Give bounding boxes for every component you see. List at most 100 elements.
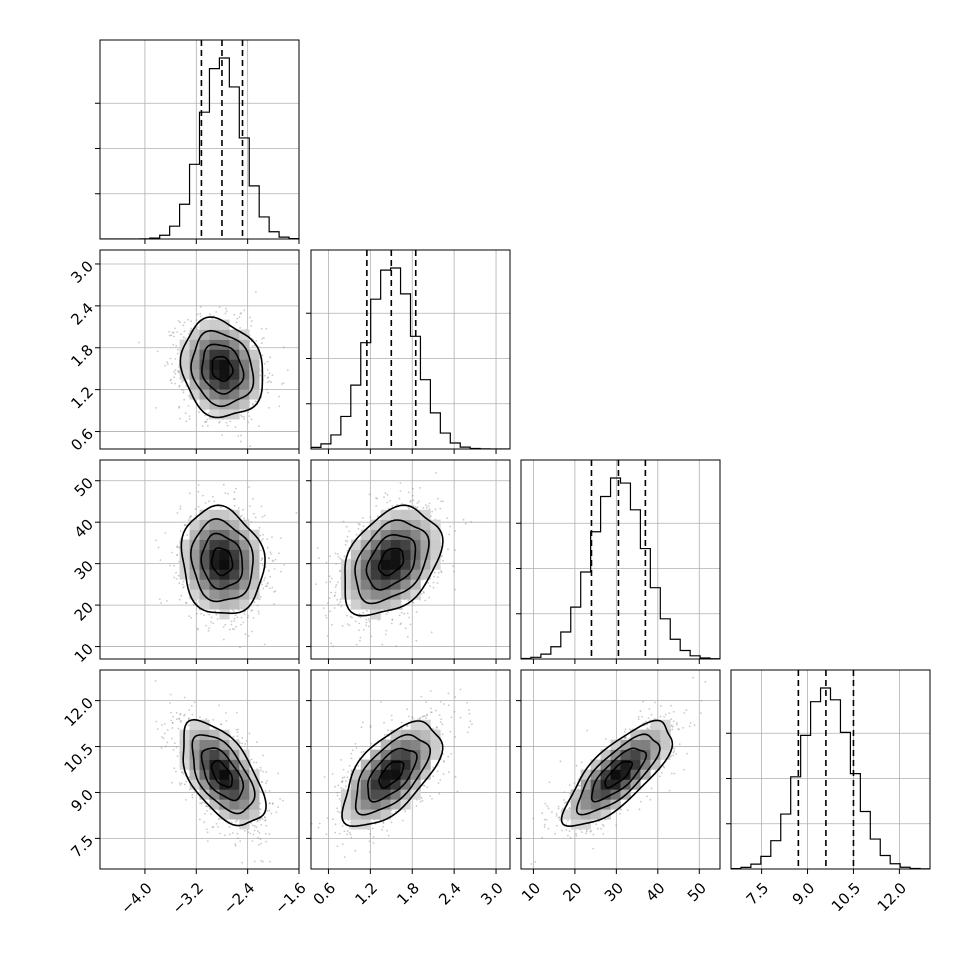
- sample-point: [179, 417, 182, 420]
- sample-point: [266, 779, 268, 782]
- sample-point: [254, 516, 257, 519]
- sample-point: [434, 571, 436, 574]
- density-cell: [640, 739, 651, 750]
- sample-point: [355, 643, 358, 646]
- sample-point: [208, 500, 210, 503]
- density-cell: [560, 809, 572, 820]
- sample-point: [368, 851, 371, 853]
- sample-point: [672, 710, 675, 713]
- sample-point: [624, 736, 627, 739]
- sample-point: [165, 745, 167, 748]
- sample-point: [659, 705, 662, 707]
- sample-point: [434, 709, 437, 712]
- sample-point: [368, 493, 371, 496]
- sample-point: [233, 505, 236, 507]
- sample-point: [339, 570, 342, 573]
- sample-point: [178, 717, 181, 720]
- sample-point: [412, 499, 415, 501]
- density-cell: [199, 539, 210, 550]
- sample-point: [183, 783, 186, 786]
- sample-point: [204, 409, 206, 411]
- density-cell: [390, 599, 401, 610]
- sample-point: [383, 721, 385, 724]
- density-cell: [179, 359, 190, 370]
- x-tick-label: 1.8: [393, 879, 423, 909]
- sample-point: [273, 603, 275, 605]
- sample-point: [178, 384, 181, 387]
- sample-point: [179, 530, 182, 532]
- sample-point: [604, 738, 607, 740]
- sample-point: [247, 411, 250, 414]
- sample-point: [653, 718, 656, 720]
- sample-point: [390, 622, 393, 625]
- sample-point: [212, 825, 215, 828]
- density-cell: [199, 789, 210, 800]
- density-cell: [360, 789, 371, 800]
- sample-point: [362, 525, 365, 528]
- sample-point: [265, 832, 267, 835]
- sample-point: [257, 830, 259, 832]
- sample-point: [381, 829, 383, 831]
- sample-point: [415, 804, 418, 807]
- density-cell: [249, 389, 260, 400]
- x-tick-label: −1.6: [271, 879, 309, 917]
- sample-point: [237, 507, 240, 509]
- sample-point: [232, 832, 234, 834]
- density-cell: [219, 529, 230, 540]
- y-tick-label: 2.4: [67, 299, 97, 329]
- density-cell: [610, 799, 621, 810]
- sample-point: [173, 370, 176, 373]
- sample-point: [390, 714, 393, 717]
- density-cell: [219, 789, 230, 800]
- sample-point: [391, 505, 394, 507]
- x-tick-label: 20: [559, 879, 585, 905]
- sample-point: [251, 840, 254, 842]
- sample-point: [240, 414, 243, 417]
- density-cell: [380, 579, 391, 590]
- sample-point: [197, 326, 199, 328]
- sample-point: [183, 524, 186, 526]
- sample-point: [180, 782, 183, 785]
- sample-point: [398, 614, 401, 617]
- sample-point: [168, 334, 171, 337]
- sample-point: [440, 571, 443, 574]
- density-cell: [370, 799, 381, 810]
- sample-point: [419, 800, 422, 803]
- density-cell: [390, 759, 401, 770]
- sample-point: [430, 711, 433, 713]
- sample-point: [401, 608, 403, 610]
- density-cell: [420, 549, 431, 560]
- sample-point: [255, 826, 258, 829]
- sample-point: [184, 337, 187, 340]
- sample-point: [399, 482, 402, 484]
- density-cell: [630, 729, 641, 740]
- sample-point: [340, 605, 343, 608]
- sample-point: [369, 516, 372, 519]
- sample-point: [345, 539, 347, 542]
- sample-point: [224, 834, 226, 837]
- density-cell: [199, 529, 210, 540]
- density-cell: [189, 779, 200, 790]
- sample-point: [545, 818, 548, 821]
- sample-point: [207, 412, 210, 414]
- density-cell: [400, 749, 411, 760]
- sample-point: [678, 728, 681, 731]
- sample-point: [468, 726, 470, 729]
- density-cell: [179, 749, 190, 760]
- sample-point: [259, 766, 262, 769]
- sample-point: [271, 559, 274, 562]
- sample-point: [431, 797, 433, 800]
- sample-point: [182, 324, 185, 327]
- contour-line: [560, 719, 674, 828]
- sample-point: [672, 754, 674, 757]
- sample-point: [338, 811, 341, 814]
- density-cell: [209, 729, 220, 740]
- sample-point: [206, 810, 208, 812]
- density-cell: [350, 779, 362, 790]
- density-cell: [370, 539, 381, 550]
- density-cell: [410, 719, 421, 730]
- sample-point: [265, 782, 267, 784]
- sample-point: [184, 412, 187, 415]
- sample-point: [338, 569, 341, 572]
- density-cell: [199, 559, 210, 570]
